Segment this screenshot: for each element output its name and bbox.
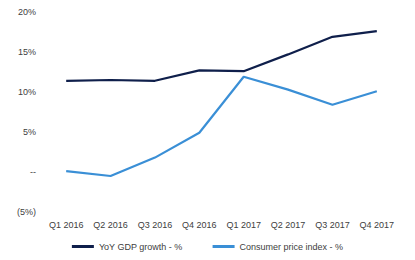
svg-text:Q3 2016: Q3 2016 [138, 220, 173, 230]
svg-text:Q3 2017: Q3 2017 [315, 220, 350, 230]
svg-text:15%: 15% [18, 47, 36, 57]
svg-text:10%: 10% [18, 87, 36, 97]
svg-text:5%: 5% [23, 127, 36, 137]
svg-text:Q2 2016: Q2 2016 [93, 220, 128, 230]
svg-text:YoY GDP growth - %: YoY GDP growth - % [99, 242, 182, 252]
svg-text:Consumer price index - %: Consumer price index - % [240, 242, 344, 252]
svg-text:(5%): (5%) [17, 207, 36, 217]
svg-text:Q2 2017: Q2 2017 [271, 220, 306, 230]
svg-text:Q1 2017: Q1 2017 [226, 220, 261, 230]
svg-text:--: -- [30, 167, 36, 177]
svg-text:20%: 20% [18, 7, 36, 17]
svg-text:Q1 2016: Q1 2016 [49, 220, 84, 230]
svg-text:Q4 2017: Q4 2017 [360, 220, 395, 230]
svg-text:Q4 2016: Q4 2016 [182, 220, 217, 230]
